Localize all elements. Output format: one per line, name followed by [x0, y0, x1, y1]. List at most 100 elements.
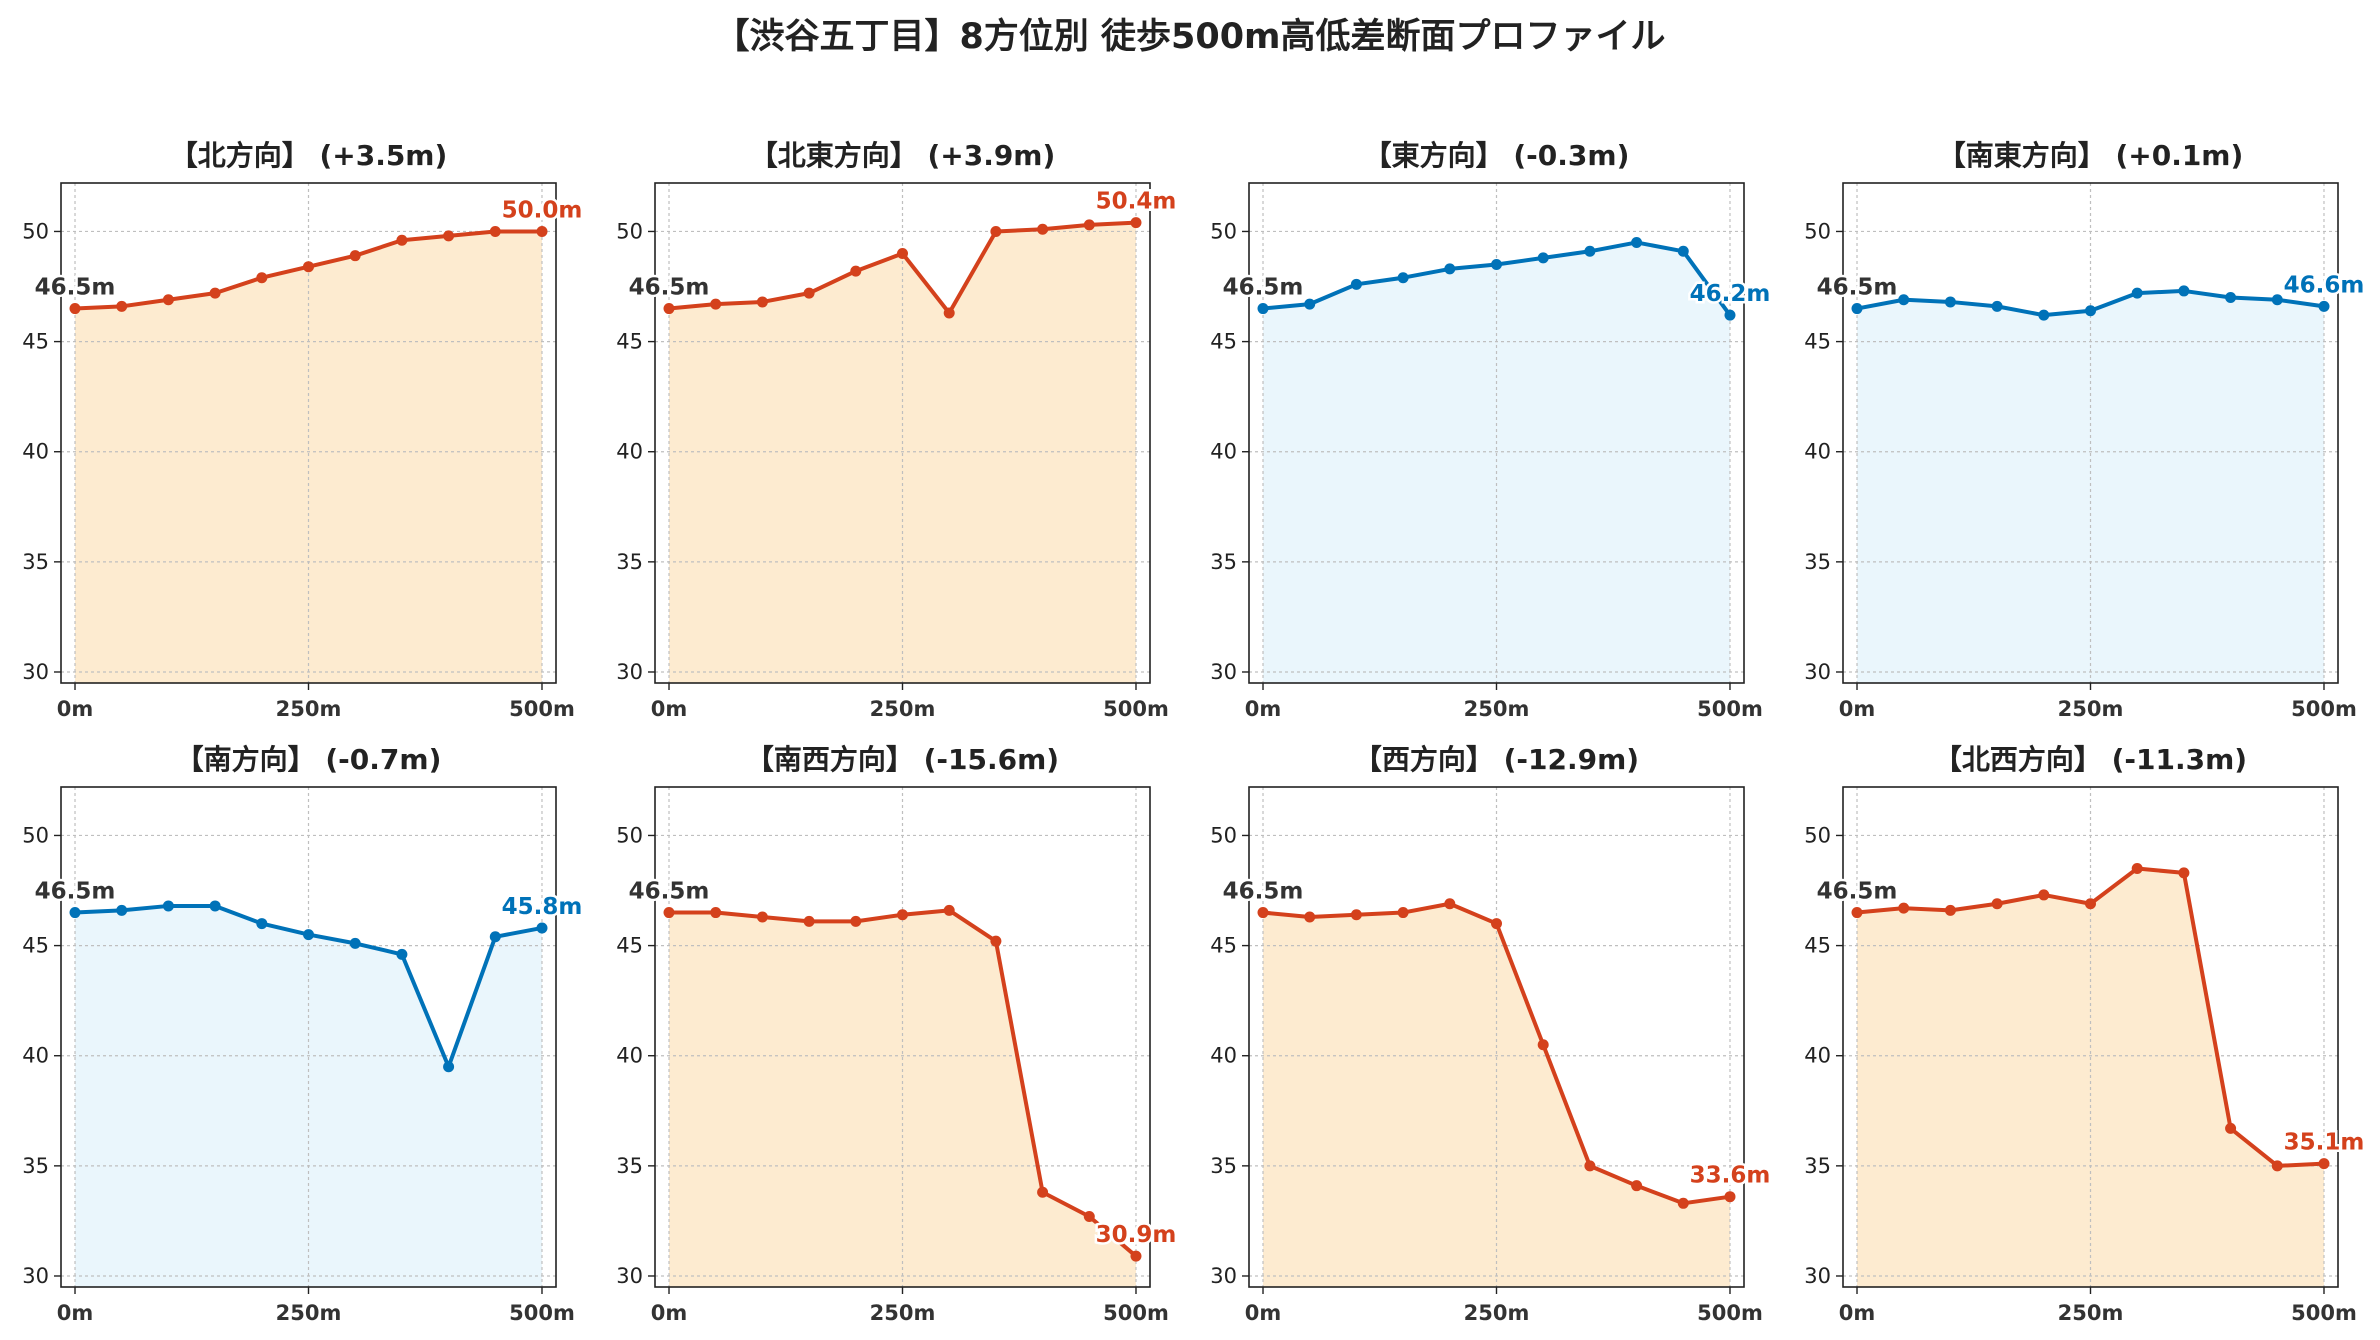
y-tick-label: 30	[1210, 1264, 1237, 1288]
x-tick-label: 250m	[276, 697, 342, 721]
y-tick-label: 50	[616, 823, 643, 847]
data-point	[1304, 911, 1316, 923]
y-tick-label: 50	[1804, 219, 1831, 243]
data-point	[1037, 223, 1049, 235]
start-elevation-label: 46.5m	[35, 275, 116, 301]
x-tick-label: 500m	[509, 697, 575, 721]
x-tick-label: 500m	[1103, 1301, 1169, 1325]
data-point	[2178, 867, 2190, 879]
data-point	[489, 225, 501, 237]
data-point	[489, 931, 501, 943]
y-tick-label: 30	[1804, 660, 1831, 684]
subplot-title: 【南西方向】 (-15.6m)	[746, 743, 1059, 776]
data-point	[1397, 907, 1409, 919]
x-tick-label: 250m	[2058, 1301, 2124, 1325]
x-tick-label: 500m	[1697, 1301, 1763, 1325]
data-point	[2131, 862, 2143, 874]
data-point	[1130, 217, 1142, 229]
y-tick-label: 35	[616, 550, 643, 574]
start-elevation-label: 46.5m	[1223, 879, 1304, 905]
data-point	[1304, 298, 1316, 310]
x-tick-label: 0m	[57, 1301, 94, 1325]
area-fill	[75, 905, 542, 1287]
data-point	[756, 911, 768, 923]
data-point	[349, 250, 361, 262]
y-tick-label: 35	[1804, 1154, 1831, 1178]
data-point	[443, 230, 455, 242]
data-point	[1851, 303, 1863, 315]
y-tick-label: 30	[1804, 1264, 1831, 1288]
start-elevation-label: 46.5m	[1817, 275, 1898, 301]
y-tick-label: 30	[1210, 660, 1237, 684]
data-point	[209, 900, 221, 912]
end-elevation-label: 35.1m	[2284, 1130, 2365, 1156]
data-point	[1584, 1160, 1596, 1172]
y-tick-label: 35	[22, 550, 49, 574]
end-elevation-label: 45.8m	[502, 894, 583, 920]
x-tick-label: 0m	[1839, 697, 1876, 721]
y-tick-label: 50	[1210, 219, 1237, 243]
start-elevation-label: 46.5m	[1817, 879, 1898, 905]
data-point	[69, 907, 81, 919]
data-point	[2271, 294, 2283, 306]
data-point	[349, 937, 361, 949]
data-point	[1130, 1250, 1142, 1262]
figure-title: 【渋谷五丁目】8方位別 徒歩500m高低差断面プロファイル	[714, 17, 1666, 57]
x-tick-label: 0m	[1245, 697, 1282, 721]
data-point	[1898, 902, 1910, 914]
x-tick-label: 500m	[1697, 697, 1763, 721]
y-tick-label: 50	[1804, 823, 1831, 847]
data-point	[1677, 1197, 1689, 1209]
data-point	[897, 247, 908, 259]
data-point	[1898, 294, 1910, 306]
data-point	[1631, 1180, 1643, 1192]
data-point	[1677, 245, 1689, 257]
data-point	[897, 909, 908, 921]
data-point	[443, 1061, 455, 1073]
data-point	[1397, 272, 1409, 284]
data-point	[2318, 1158, 2330, 1170]
y-tick-label: 40	[22, 440, 49, 464]
x-tick-label: 0m	[651, 1301, 688, 1325]
data-point	[69, 303, 81, 315]
data-point	[803, 915, 815, 927]
y-tick-label: 40	[1210, 440, 1237, 464]
y-tick-label: 30	[22, 1264, 49, 1288]
data-point	[303, 261, 314, 273]
end-elevation-label: 46.6m	[2284, 272, 2365, 298]
y-tick-label: 35	[22, 1154, 49, 1178]
end-elevation-label: 50.4m	[1096, 189, 1177, 215]
x-tick-label: 250m	[1464, 1301, 1530, 1325]
data-point	[850, 915, 862, 927]
data-point	[1537, 252, 1549, 264]
y-tick-label: 35	[1210, 1154, 1237, 1178]
subplot-title: 【北西方向】 (-11.3m)	[1934, 743, 2247, 776]
data-point	[396, 948, 408, 960]
data-point	[990, 225, 1002, 237]
y-tick-label: 35	[1210, 550, 1237, 574]
data-point	[209, 287, 221, 299]
data-point	[303, 929, 314, 941]
data-point	[256, 918, 268, 930]
y-tick-label: 45	[1804, 934, 1831, 958]
data-point	[943, 904, 955, 916]
x-tick-label: 500m	[509, 1301, 575, 1325]
data-point	[663, 303, 675, 315]
subplot-title: 【西方向】 (-12.9m)	[1354, 743, 1639, 776]
data-point	[2085, 898, 2096, 910]
data-point	[1584, 245, 1596, 257]
data-point	[396, 234, 408, 246]
data-point	[1991, 898, 2003, 910]
area-fill	[75, 231, 542, 684]
data-point	[1444, 263, 1456, 275]
data-point	[1631, 236, 1643, 248]
data-point	[1350, 278, 1362, 290]
y-tick-label: 40	[1804, 1044, 1831, 1068]
data-point	[162, 900, 174, 912]
data-point	[1444, 898, 1456, 910]
data-point	[850, 265, 862, 277]
